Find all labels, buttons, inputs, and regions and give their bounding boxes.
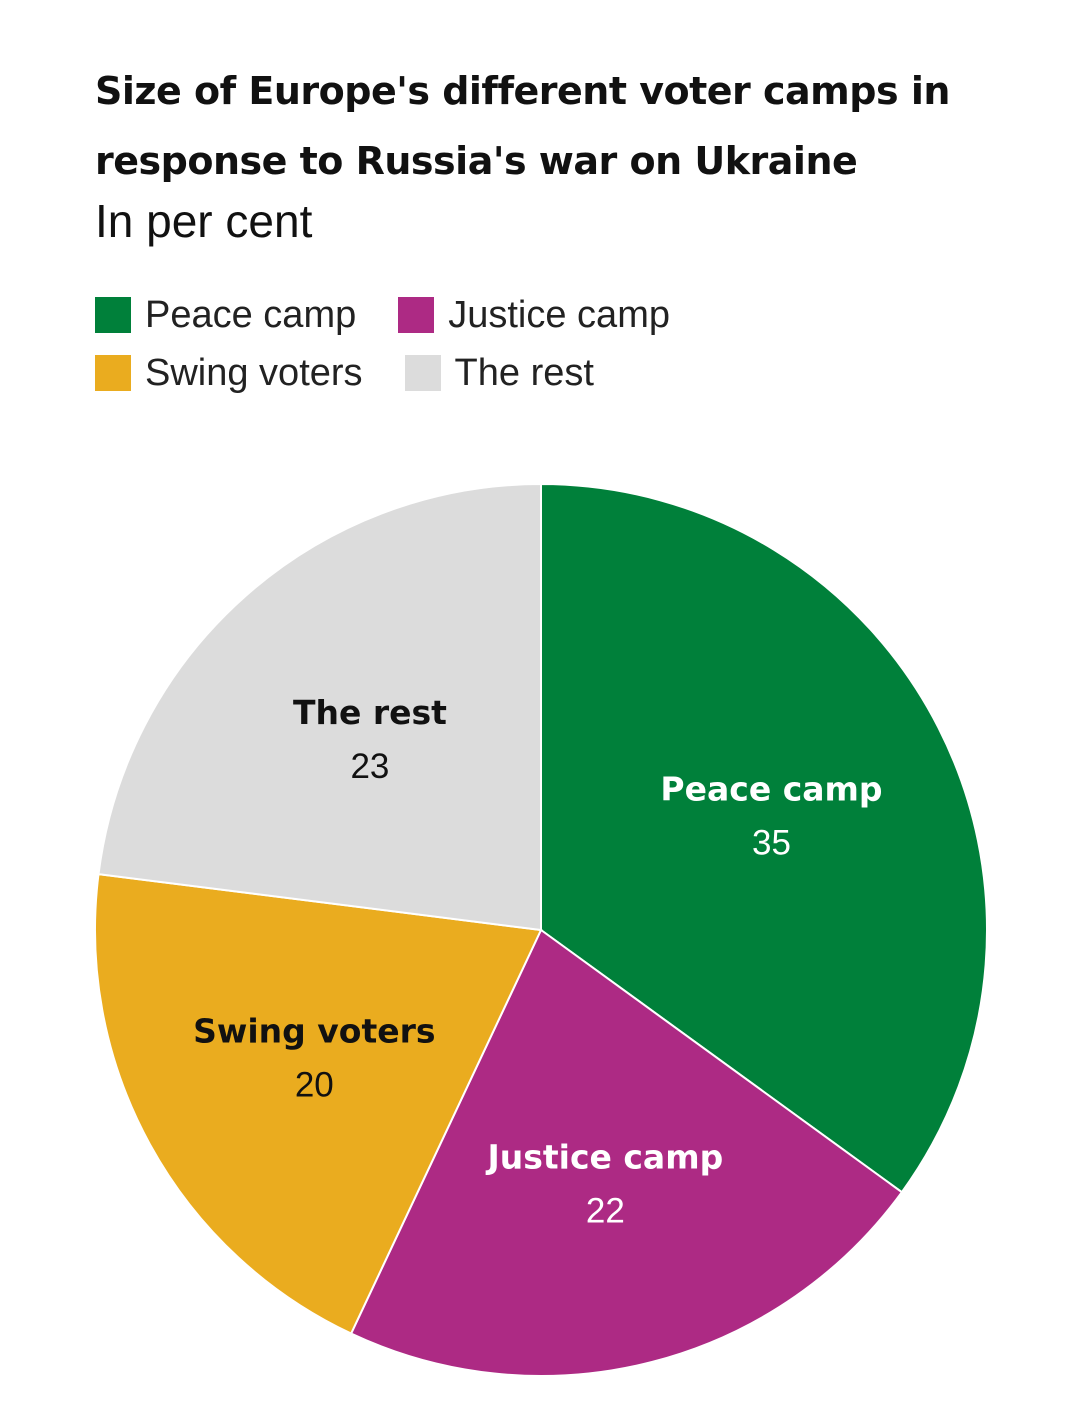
pie-chart: Peace camp 35 Justice camp 22 Swing voters 20…	[94, 482, 989, 1377]
chart-legend: Peace camp Justice camp Swing voters The re…	[95, 296, 1015, 392]
legend-swatch	[95, 355, 131, 391]
slice-label-name: Justice camp	[485, 1138, 723, 1177]
slice-label-value: 20	[295, 1066, 334, 1105]
chart-subtitle: In per cent	[95, 195, 313, 247]
legend-item-swing-voters: Swing voters	[95, 354, 363, 392]
slice-label-name: Swing voters	[193, 1012, 435, 1051]
legend-label: Justice camp	[448, 294, 670, 336]
legend-label: Swing voters	[145, 352, 363, 394]
slice-label-value: 23	[350, 747, 389, 786]
legend-item-justice-camp: Justice camp	[398, 296, 670, 334]
legend-label: Peace camp	[145, 294, 357, 336]
pie-slice-peace-camp	[540, 482, 989, 1194]
slice-label-name: Peace camp	[660, 770, 882, 809]
legend-swatch	[95, 297, 131, 333]
slice-label-value: 22	[586, 1192, 625, 1231]
chart-title: Size of Europe's different voter camps i…	[95, 69, 950, 183]
slice-label-name: The rest	[293, 693, 447, 732]
slice-label-value: 35	[752, 824, 791, 863]
legend-label: The rest	[454, 352, 594, 394]
legend-item-peace-camp: Peace camp	[95, 296, 356, 334]
legend-swatch	[404, 355, 441, 391]
legend-swatch	[398, 297, 435, 333]
legend-item-the-rest: The rest	[404, 352, 594, 394]
pie-slice-swing-voters	[94, 872, 543, 1335]
pie-slice-the-rest	[97, 482, 542, 932]
